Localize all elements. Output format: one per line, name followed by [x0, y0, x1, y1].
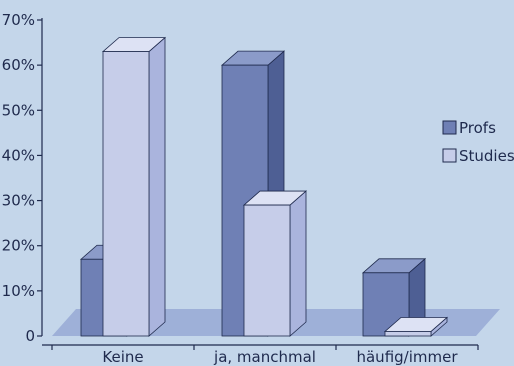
- y-tick-label: 50%: [2, 101, 35, 119]
- y-tick-label: 70%: [2, 11, 35, 29]
- bar-front: [384, 331, 432, 337]
- bar-studies-1: [101, 36, 167, 337]
- x-tick-label: Keine: [102, 348, 143, 366]
- legend: Profs Studies: [442, 119, 514, 165]
- y-tick-label: 10%: [2, 282, 35, 300]
- bar-studies-2: [242, 190, 308, 337]
- legend-label-studies: Studies: [459, 147, 514, 165]
- bar-studies-3: [383, 316, 449, 337]
- bar-front: [243, 204, 291, 337]
- legend-swatch-profs: [442, 120, 457, 135]
- bar-side: [148, 36, 166, 337]
- bar-front: [102, 51, 150, 337]
- y-tick-label: 30%: [2, 192, 35, 210]
- y-tick-label: 60%: [2, 56, 35, 74]
- y-tick-label: 20%: [2, 237, 35, 255]
- x-tick-label: ja, manchmal: [213, 348, 316, 366]
- bar-side: [289, 190, 307, 337]
- x-tick-label: häufig/immer: [356, 348, 458, 366]
- y-axis: 0 10% 20% 30% 40% 50% 60% 70%: [2, 11, 43, 345]
- x-axis: Keine ja, manchmal häufig/immer: [42, 344, 479, 366]
- y-tick-label: 40%: [2, 146, 35, 164]
- y-tick-label: 0: [25, 327, 35, 345]
- legend-label-profs: Profs: [459, 119, 496, 137]
- legend-swatch-studies: [442, 148, 457, 163]
